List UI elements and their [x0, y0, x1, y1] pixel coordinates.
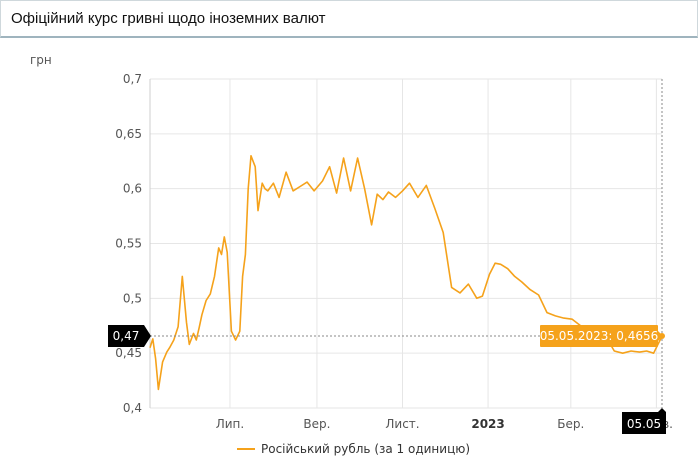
tooltip-pointer [658, 331, 663, 342]
chart-legend[interactable]: Російський рубль (за 1 одиницю) [237, 442, 470, 456]
x-value-marker: 05.05 [622, 408, 666, 434]
header-bar: Офіційний курс гривні щодо іноземних вал… [0, 0, 698, 38]
y-tick-label: 0,5 [123, 291, 142, 305]
x-marker-label: 05.05 [627, 417, 661, 431]
x-tick-label: Бер. [557, 417, 584, 431]
y-marker-box [108, 325, 151, 348]
y-tick-label: 0,65 [115, 127, 142, 141]
y-tick-label: 0,4 [123, 401, 142, 415]
y-tick-label: 0,55 [115, 237, 142, 251]
x-tick-label: Вер. [303, 417, 330, 431]
series-group [149, 155, 663, 391]
legend-label[interactable]: Російський рубль (за 1 одиницю) [261, 442, 470, 456]
series-line[interactable] [149, 155, 663, 391]
y-value-marker: 0,47 [108, 325, 151, 348]
y-marker-label: 0,47 [113, 329, 140, 343]
tooltip-box [540, 325, 658, 348]
y-axis-label: грн [30, 53, 52, 67]
tooltip-text: 05.05.2023: 0,4656 [540, 329, 659, 343]
y-tick-label: 0,45 [115, 346, 142, 360]
y-axis-ticks: 0,4 0,45 0,5 0,55 0,6 0,65 0,7 [115, 72, 142, 415]
x-tick-label: Лист. [385, 417, 419, 431]
page-title: Офіційний курс гривні щодо іноземних вал… [11, 10, 326, 27]
x-tick-label: Лип. [216, 417, 244, 431]
chart-grid [149, 78, 662, 409]
tooltip: 05.05.2023: 0,4656 [540, 325, 663, 348]
x-marker-box [622, 408, 666, 434]
x-tick-label: 2023 [471, 417, 504, 431]
chart-overlay: 0,47 05.05 05.05.2023: 0,4656 [108, 79, 666, 434]
y-tick-label: 0,6 [123, 182, 142, 196]
y-tick-label: 0,7 [123, 72, 142, 86]
